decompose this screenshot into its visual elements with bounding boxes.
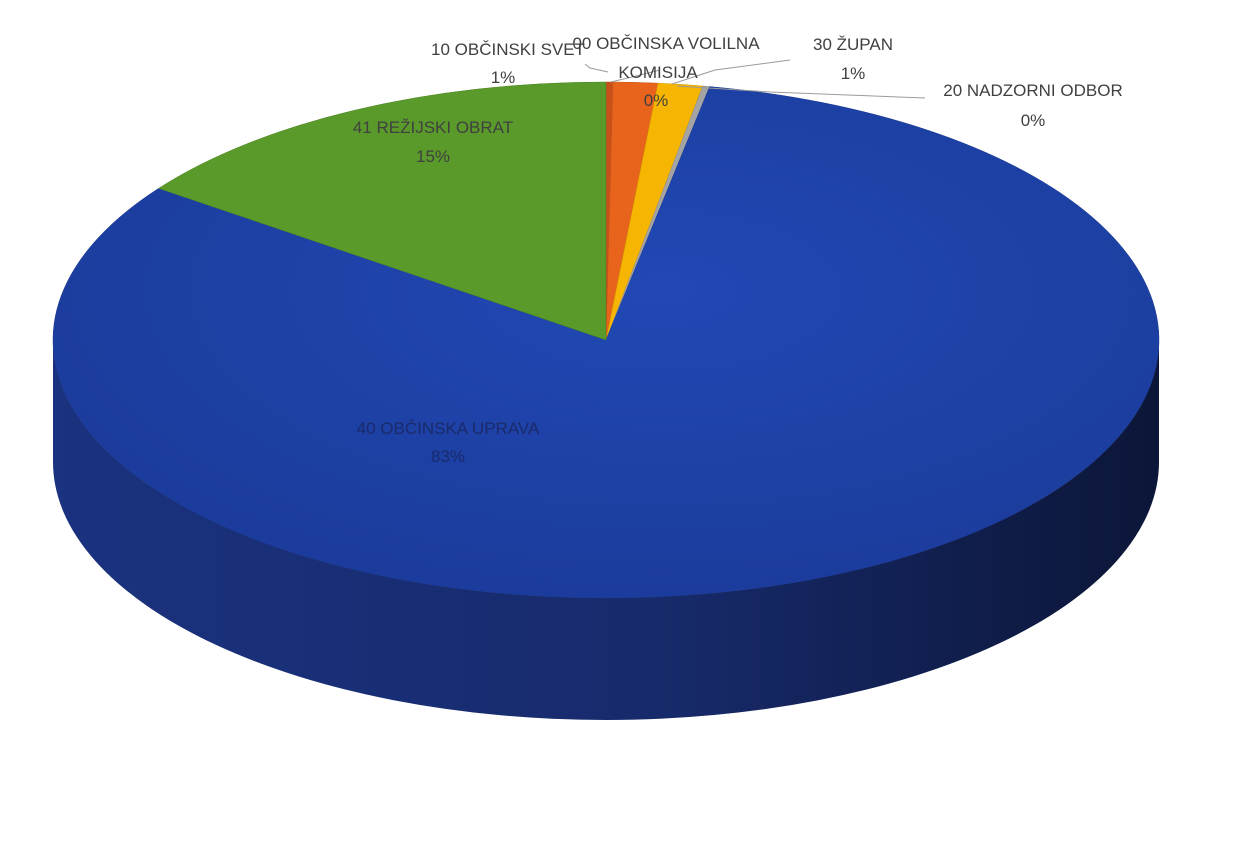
data-label-rezijski-obrat-pct: 15% [416,147,450,166]
data-label-obcinska-uprava-pct: 83% [431,447,465,466]
data-label-zupan-pct: 1% [841,64,866,83]
data-label-nadzorni-odbor-pct: 0% [1021,111,1046,130]
data-label-zupan: 30 ŽUPAN [813,35,893,54]
leader-line-volilna-komisija [610,69,661,83]
pie-top-face [52,81,1160,599]
data-label-obcinski-svet: 10 OBČINSKI SVET [431,40,585,59]
data-label-rezijski-obrat: 41 REŽIJSKI OBRAT [353,118,513,137]
leader-line-zupan [671,59,791,85]
pie-slice-40-obcinska-uprava [52,86,1160,599]
leader-line-nadzorni-odbor [676,85,926,99]
pie-slice-41-rezijski-obrat [158,81,607,341]
pie-side-wall [53,340,1159,720]
data-label-nadzorni-odbor: 20 NADZORNI ODBOR [943,81,1122,100]
data-label-volilna-komisija-line2: KOMISIJA [618,63,698,82]
data-label-obcinski-svet-pct: 1% [491,68,516,87]
data-label-volilna-komisija-line1: 00 OBČINSKA VOLILNA [572,34,760,53]
leader-line-obcinski-svet [584,63,609,73]
data-label-obcinska-uprava: 40 OBČINSKA UPRAVA [357,419,540,438]
data-label-volilna-komisija-pct: 0% [644,91,669,110]
pie-depth-side [53,340,1159,720]
leader-lines [584,59,926,99]
